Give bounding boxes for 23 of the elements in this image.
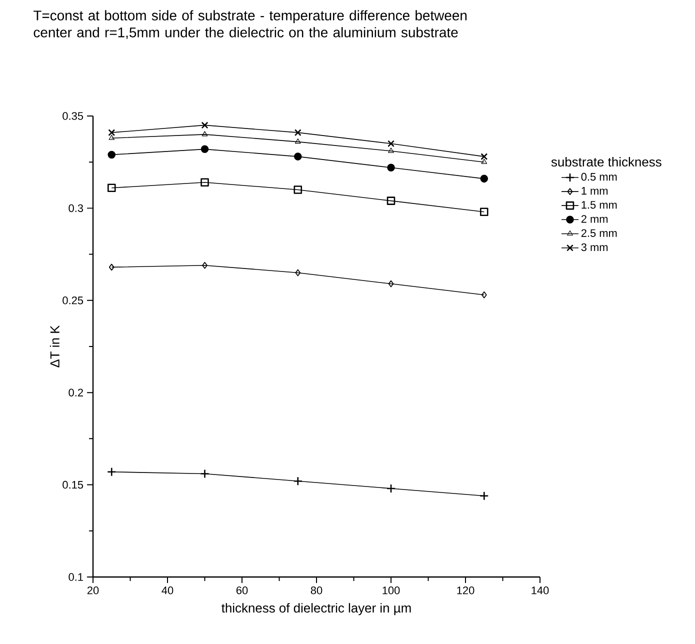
legend-label: 0.5 mm <box>581 172 617 181</box>
legend-label: 1.5 mm <box>582 201 617 209</box>
x-tick-label: 80 <box>310 586 322 594</box>
x-tick-label: 120 <box>457 586 474 594</box>
y-tick-label: 0.3 <box>68 204 84 212</box>
x-tick-label: 140 <box>532 586 549 594</box>
y-axis-title: ΔT in K <box>50 325 60 368</box>
chart-title: T=const at bottom side of substrate - temperature difference between center and r=1,5mm under the dielectric on the aluminium substrate <box>34 10 467 40</box>
x-tick-label: 60 <box>236 586 248 594</box>
x-tick-label: 20 <box>87 586 99 594</box>
legend-title: substrate thickness <box>551 157 662 167</box>
legend-label: 2.5 mm <box>581 229 617 237</box>
y-tick-label: 0.2 <box>68 388 83 396</box>
y-tick-label: 0.15 <box>62 480 84 489</box>
legend-label: 3 mm <box>581 243 608 252</box>
legend-label: 1 mm <box>582 187 608 195</box>
legend-label: 2 mm <box>581 215 608 223</box>
x-tick-label: 40 <box>162 586 174 594</box>
y-tick-label: 0.35 <box>62 112 84 120</box>
y-tick-label: 0.1 <box>68 573 83 581</box>
y-tick-label: 0.25 <box>62 296 84 304</box>
x-axis-title: thickness of dielectric layer in µm <box>222 603 411 616</box>
x-tick-label: 100 <box>382 586 400 594</box>
